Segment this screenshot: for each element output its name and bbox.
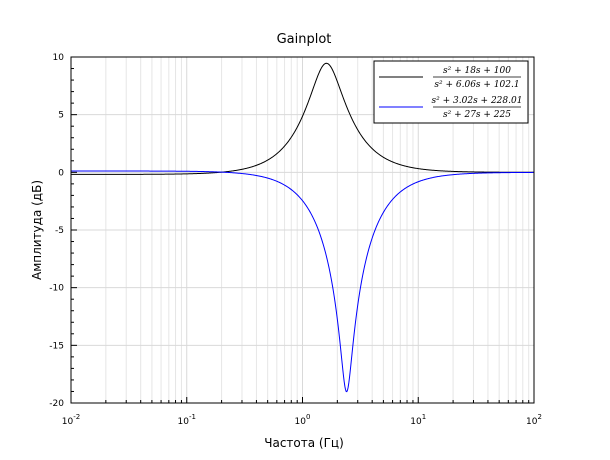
x-tick-base: 10 bbox=[178, 417, 190, 427]
series-line-1 bbox=[71, 62, 534, 175]
x-axis-title: Частота (Гц) bbox=[264, 436, 344, 450]
y-tick-label: -20 bbox=[49, 399, 64, 409]
y-tick-label: -10 bbox=[49, 284, 64, 294]
series-group bbox=[71, 62, 534, 393]
legend-denominator-2: s² + 27s + 225 bbox=[443, 110, 511, 120]
x-tick-exponent: 2 bbox=[537, 413, 541, 421]
x-tick-exponent: 0 bbox=[306, 413, 310, 421]
x-tick-label: 10-1 bbox=[178, 413, 196, 427]
series-line-2 bbox=[71, 170, 534, 393]
y-tick-label: -5 bbox=[55, 226, 64, 236]
x-tick-base: 10 bbox=[526, 417, 538, 427]
legend-box bbox=[373, 60, 529, 124]
chart-title: Gainplot bbox=[277, 32, 332, 47]
x-tick-label: 102 bbox=[526, 413, 542, 427]
y-tick-label: 0 bbox=[58, 168, 64, 178]
x-tick-label: 101 bbox=[410, 413, 426, 427]
x-tick-exponent: -1 bbox=[189, 413, 196, 421]
legend-numerator-1: s² + 18s + 100 bbox=[443, 66, 511, 76]
x-tick-exponent: 1 bbox=[422, 413, 426, 421]
legend: s² + 18s + 100 s² + 6.06s + 102.1 s² + 3.0… bbox=[373, 60, 529, 124]
x-tick-base: 10 bbox=[62, 417, 74, 427]
y-tick-label: -15 bbox=[49, 341, 64, 351]
y-axis-title: Амплитуда (дБ) bbox=[30, 180, 44, 280]
x-tick-label: 10-2 bbox=[62, 413, 80, 427]
legend-numerator-2: s² + 3.02s + 228.01 bbox=[432, 96, 523, 106]
y-tick-label: 10 bbox=[53, 53, 65, 63]
legend-denominator-1: s² + 6.06s + 102.1 bbox=[434, 80, 519, 90]
x-tick-base: 10 bbox=[410, 417, 422, 427]
x-tick-base: 10 bbox=[295, 417, 307, 427]
x-tick-exponent: -2 bbox=[73, 413, 80, 421]
x-tick-label: 100 bbox=[295, 413, 311, 427]
y-tick-label: 5 bbox=[58, 111, 64, 121]
